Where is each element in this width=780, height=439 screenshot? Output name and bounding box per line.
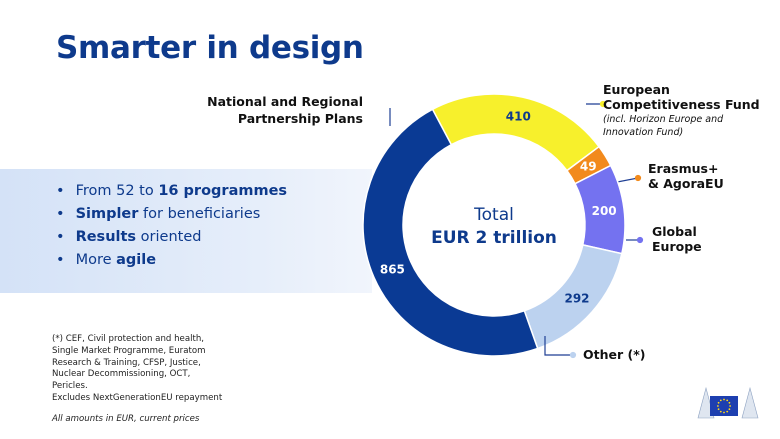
slice-category-label: Europe xyxy=(652,239,702,254)
footnote-line: (*) CEF, Civil protection and health, xyxy=(52,334,205,344)
leader-line xyxy=(544,336,573,356)
slice-value-label: 865 xyxy=(380,263,405,277)
bullet-item: Results oriented xyxy=(56,226,287,249)
slice-value-label: 410 xyxy=(506,110,531,124)
slice-category-label: Global xyxy=(652,224,697,239)
bullet-list: From 52 to 16 programmes Simpler for ben… xyxy=(56,180,287,272)
bullet-item: More agile xyxy=(56,249,287,272)
footnote-line: Excludes NextGenerationEU repayment xyxy=(52,392,223,403)
eu-flag-logo-icon xyxy=(696,384,760,420)
slice-sub-label: Innovation Fund) xyxy=(603,127,683,138)
donut-center-total: EUR 2 trillion xyxy=(431,228,557,248)
leader-dot xyxy=(636,236,644,244)
leader-dot xyxy=(599,100,607,108)
donut-slice xyxy=(362,108,539,357)
footnote-line: Nuclear Decommissioning, OCT, xyxy=(52,369,191,380)
slice-category-label: Partnership Plans xyxy=(238,111,363,126)
bullet-item: From 52 to 16 programmes xyxy=(56,180,287,203)
footnote-line: Single Market Programme, Euratom xyxy=(52,345,206,356)
slice-value-label: 49 xyxy=(580,159,597,173)
slice-value-label: 292 xyxy=(564,292,589,306)
slice-category-label: Erasmus+ xyxy=(648,161,718,176)
footnote: (*) CEF, Civil protection and health, Si… xyxy=(52,334,252,405)
slice-category-label: & AgoraEU xyxy=(648,176,724,191)
slice-category-label: National and Regional xyxy=(207,94,363,109)
slice-category-label: Competitiveness Fund xyxy=(603,97,760,112)
slice-value-label: 200 xyxy=(592,204,617,218)
amounts-note: All amounts in EUR, current prices xyxy=(52,414,200,424)
page-title: Smarter in design xyxy=(56,30,364,66)
donut-slice xyxy=(431,93,601,172)
leader-dot xyxy=(569,351,577,359)
leader-dot xyxy=(634,174,642,182)
donut-center-label: Total xyxy=(473,205,514,225)
slice-sub-label: (incl. Horizon Europe and xyxy=(603,114,724,125)
footnote-line: Research & Training, CFSP, Justice, xyxy=(52,357,201,368)
slice-category-label: European xyxy=(603,82,670,97)
footnote-line: Pericles. xyxy=(52,381,88,392)
slice-category-label: Other (*) xyxy=(583,347,645,362)
bullet-item: Simpler for beneficiaries xyxy=(56,203,287,226)
